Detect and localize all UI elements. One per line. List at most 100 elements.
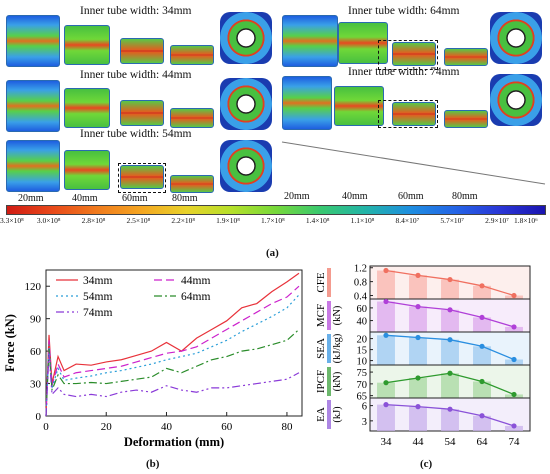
marker-CFE-74 xyxy=(511,292,517,299)
tube-simulation-image xyxy=(120,165,164,189)
deformation-label-60mm: 60mm xyxy=(122,193,148,204)
metric-label-CFE: CFE xyxy=(315,272,327,292)
y-tick-label: 70 xyxy=(357,380,368,391)
y-tick-label: 120 xyxy=(25,281,42,293)
colorbar-tick-label: 2.8×10⁸ xyxy=(81,216,106,225)
x-tick-label: 80 xyxy=(281,421,293,433)
panel-b-caption: (b) xyxy=(146,458,160,470)
colorbar-tick-label: 1.7×10⁸ xyxy=(261,216,285,225)
tube-simulation-image xyxy=(282,76,332,130)
metric-unit-IPCF: (kN) xyxy=(332,371,343,391)
bar-MCF-34 xyxy=(377,301,395,332)
series-line-34mm xyxy=(45,272,300,417)
legend-label-34mm: 34mm xyxy=(83,275,112,287)
tube-simulation-image xyxy=(6,80,60,132)
tube-simulation-image xyxy=(170,45,214,65)
subplot-EA: 6 3 EA (kJ) xyxy=(315,397,531,432)
tube-simulation-image xyxy=(282,15,338,67)
y-tick-label: 30 xyxy=(30,379,42,391)
x-tick-label: 40 xyxy=(161,421,173,433)
colorbar-tick-label: 1.1×10⁸ xyxy=(350,216,375,225)
metric-color-bar xyxy=(327,301,331,330)
tube-simulation-image xyxy=(120,100,164,126)
deformation-label-80mm-right: 80mm xyxy=(452,191,478,202)
bar-EA-54 xyxy=(441,409,459,431)
bar-SEA-64 xyxy=(473,346,491,365)
y-tick-label: 40 xyxy=(357,317,368,328)
bar-SEA-34 xyxy=(377,335,395,365)
marker-EA-74 xyxy=(511,423,517,429)
marker-EA-64 xyxy=(479,413,485,419)
marker-IPCF-74 xyxy=(511,391,517,398)
y-tick-label: 60 xyxy=(357,304,368,315)
highlight-box xyxy=(378,100,438,128)
tube-simulation-image xyxy=(444,48,488,66)
marker-SEA-34 xyxy=(383,332,389,338)
plot-frame xyxy=(45,269,303,417)
tube-simulation-image xyxy=(64,150,110,190)
y-tick-label: 90 xyxy=(30,314,42,326)
legend-label-54mm: 54mm xyxy=(83,291,112,303)
panel-c-caption: (c) xyxy=(420,458,433,470)
bar-MCF-44 xyxy=(409,306,427,332)
cross-section-image xyxy=(490,74,542,126)
title-34mm: Inner tube width: 34mm xyxy=(80,5,192,17)
cross-section-image xyxy=(490,12,542,64)
series-line-64mm xyxy=(45,329,300,417)
deformation-label-40mm-right: 40mm xyxy=(342,191,368,202)
colorbar-tick-label: 3.0×10⁸ xyxy=(36,216,61,225)
bar-CFE-34 xyxy=(377,270,395,299)
y-axis-label: Force (kN) xyxy=(3,314,17,372)
divider-line xyxy=(281,141,546,185)
marker-SEA-44 xyxy=(415,334,421,341)
legend-label-64mm: 64mm xyxy=(181,291,210,303)
x-tick-label: 64 xyxy=(477,436,489,448)
marker-CFE-54 xyxy=(447,276,453,283)
bar-SEA-44 xyxy=(409,337,427,365)
metric-label-IPCF: IPCF xyxy=(315,370,327,393)
y-tick-label: 0 xyxy=(36,411,42,423)
metric-label-SEA: SEA xyxy=(315,338,327,359)
bar-EA-44 xyxy=(409,406,427,431)
legend-label-44mm: 44mm xyxy=(181,275,210,287)
bar-EA-64 xyxy=(473,415,491,431)
marker-MCF-64 xyxy=(479,314,485,321)
metric-label-EA: EA xyxy=(315,407,327,422)
tube-simulation-image xyxy=(170,108,214,128)
cross-section-image xyxy=(220,12,272,64)
metric-color-bar xyxy=(327,400,331,429)
bar-SEA-74 xyxy=(505,359,523,365)
marker-CFE-44 xyxy=(415,272,421,278)
bar-CFE-64 xyxy=(473,285,491,299)
bar-IPCF-34 xyxy=(377,382,395,398)
marker-CFE-64 xyxy=(479,283,485,289)
colorbar-tick-label: 1.9×10⁸ xyxy=(216,216,240,225)
y-tick-label: 6 xyxy=(362,402,367,413)
marker-EA-44 xyxy=(415,404,421,410)
deformation-label-20mm: 20mm xyxy=(18,193,44,204)
x-tick-label: 0 xyxy=(43,421,49,433)
tube-simulation-image xyxy=(444,110,488,128)
tube-simulation-image xyxy=(338,22,388,64)
bar-CFE-54 xyxy=(441,279,459,299)
series-line-74mm xyxy=(45,353,300,417)
metric-color-bar xyxy=(327,268,331,297)
y-tick-label: 3 xyxy=(362,417,367,428)
bar-IPCF-64 xyxy=(473,381,491,398)
marker-MCF-54 xyxy=(447,307,453,313)
panel-a-caption: (a) xyxy=(266,247,279,259)
tube-simulation-image xyxy=(6,140,60,192)
x-tick-label: 54 xyxy=(445,436,457,448)
y-tick-label: 10 xyxy=(357,357,368,368)
colorbar-tick-label: 8.4×10⁷ xyxy=(395,216,420,225)
panel-a: Inner tube width: 34mm Inner tube width:… xyxy=(0,5,546,259)
title-64mm: Inner tube width: 64mm xyxy=(348,5,460,17)
bar-IPCF-54 xyxy=(441,373,459,398)
colorbar-tick-label: 1.4×10⁸ xyxy=(305,216,330,225)
x-tick-label: 20 xyxy=(101,421,113,433)
tube-simulation-image xyxy=(64,88,110,128)
marker-SEA-54 xyxy=(447,337,453,343)
stress-colorbar xyxy=(6,205,546,215)
y-tick-label: 20 xyxy=(357,335,368,346)
metric-unit-EA: (kJ) xyxy=(332,406,343,423)
